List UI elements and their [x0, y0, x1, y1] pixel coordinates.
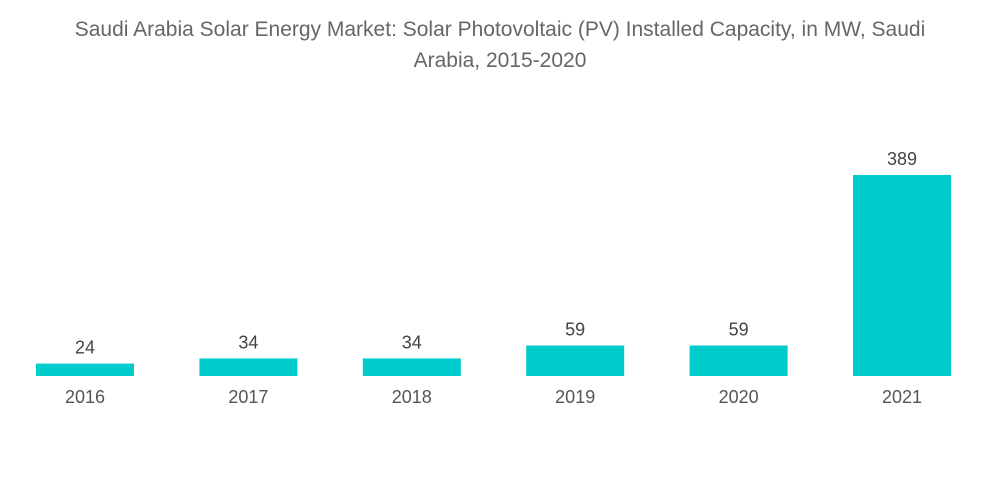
value-label-2016: 24: [75, 338, 95, 358]
bar-2019: [526, 345, 625, 376]
value-label-2017: 34: [238, 332, 258, 352]
x-tick-label-2017: 2017: [228, 387, 268, 407]
x-tick-label-2016: 2016: [65, 387, 105, 407]
bar-2017: [199, 358, 298, 376]
value-label-2021: 389: [887, 149, 917, 169]
bar-2021: [853, 175, 951, 376]
chart-title-line-1: Saudi Arabia Solar Energy Market: Solar …: [74, 18, 926, 41]
x-tick-label-2020: 2020: [719, 387, 759, 407]
value-labels-group: 24 34 34 59 59 389: [75, 149, 917, 358]
x-tick-label-2018: 2018: [392, 387, 432, 407]
value-label-2019: 59: [565, 320, 585, 340]
chart-title: Saudi Arabia Solar Energy Market: Solar …: [0, 14, 1000, 76]
chart-title-line-2: Arabia, 2015-2020: [413, 49, 587, 72]
x-tick-label-2019: 2019: [555, 387, 595, 407]
x-tick-label-2021: 2021: [882, 387, 922, 407]
x-axis-labels-group: 2016 2017 2018 2019 2020 2021: [65, 387, 922, 407]
value-label-2020: 59: [729, 320, 749, 340]
bar-2018: [362, 358, 461, 376]
bar-2020: [689, 345, 788, 376]
value-label-2018: 34: [402, 332, 422, 352]
bars-group: [36, 175, 951, 376]
bar-2016: [36, 363, 134, 376]
